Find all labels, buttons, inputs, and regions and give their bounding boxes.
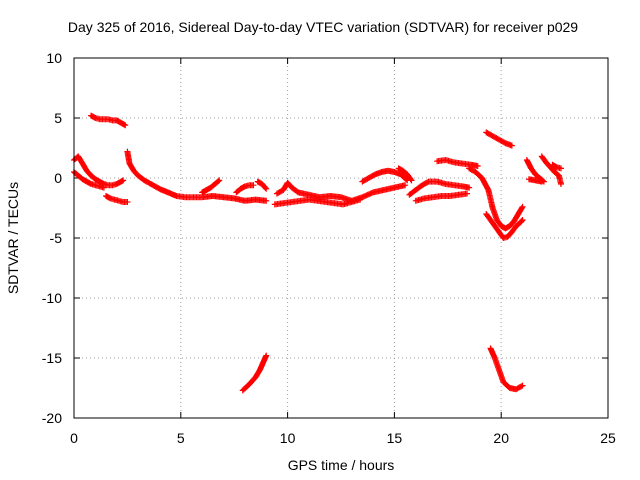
- data-points: [124, 148, 270, 204]
- data-points: [199, 177, 223, 196]
- grid-lines: [74, 58, 608, 418]
- data-points: [487, 345, 526, 393]
- data-points: [359, 167, 411, 185]
- y-tick-label: 10: [46, 50, 62, 66]
- data-points: [538, 153, 565, 187]
- data-points: [271, 196, 364, 208]
- y-tick-label: 0: [54, 170, 62, 186]
- series-track-l: [359, 167, 411, 185]
- series-track-q: [466, 165, 526, 232]
- data-points: [88, 112, 129, 129]
- x-tick-label: 5: [177, 430, 185, 446]
- x-tick-label: 20: [493, 430, 509, 446]
- series-track-k: [271, 196, 364, 208]
- series-track-r: [483, 211, 526, 241]
- data-points: [412, 190, 471, 204]
- data-points: [71, 153, 127, 189]
- series-track-v: [525, 176, 545, 185]
- data-points: [525, 176, 545, 185]
- series-track-g: [233, 182, 257, 196]
- series-track-j: [273, 179, 409, 204]
- x-tick-label: 25: [600, 430, 616, 446]
- data-points: [406, 178, 473, 198]
- data-points: [483, 211, 526, 241]
- y-axis-label: SDTVAR / TECUs: [5, 182, 21, 294]
- series-track-t: [487, 345, 526, 393]
- data-points: [103, 193, 131, 205]
- data-points: [549, 161, 565, 172]
- y-tick-label: -15: [42, 350, 62, 366]
- y-tick-label: -20: [42, 410, 62, 426]
- data-points: [273, 179, 409, 204]
- series-track-d: [103, 193, 131, 205]
- y-tick-label: 5: [54, 110, 62, 126]
- series-track-m: [395, 165, 415, 184]
- y-tick-label: -5: [50, 230, 63, 246]
- series-track-h: [254, 178, 270, 192]
- series-track-a: [71, 153, 127, 189]
- series-track-w: [538, 153, 565, 187]
- plot-frame: [73, 57, 609, 419]
- data-points: [466, 165, 526, 232]
- data-points: [254, 178, 270, 192]
- data-points: [434, 157, 481, 169]
- series-track-p: [434, 157, 481, 169]
- data-points: [483, 129, 515, 149]
- data-series: [71, 112, 565, 394]
- series-track-o: [412, 190, 471, 204]
- x-axis-label: GPS time / hours: [288, 457, 395, 473]
- data-points: [395, 165, 415, 184]
- series-track-s: [483, 129, 515, 149]
- chart-title: Day 325 of 2016, Sidereal Day-to-day VTE…: [68, 19, 578, 35]
- x-tick-label: 15: [387, 430, 403, 446]
- data-points: [233, 182, 257, 196]
- data-points: [239, 352, 270, 394]
- x-axis-ticks: 0 5 10 15 20 25: [70, 58, 616, 446]
- series-track-e: [124, 148, 270, 204]
- series-track-c: [88, 112, 129, 129]
- x-tick-label: 0: [70, 430, 78, 446]
- series-track-f: [199, 177, 223, 196]
- x-tick-label: 10: [280, 430, 296, 446]
- series-track-i: [239, 352, 270, 394]
- y-tick-label: -10: [42, 290, 62, 306]
- series-track-n: [406, 178, 473, 198]
- series-track-x: [549, 161, 565, 172]
